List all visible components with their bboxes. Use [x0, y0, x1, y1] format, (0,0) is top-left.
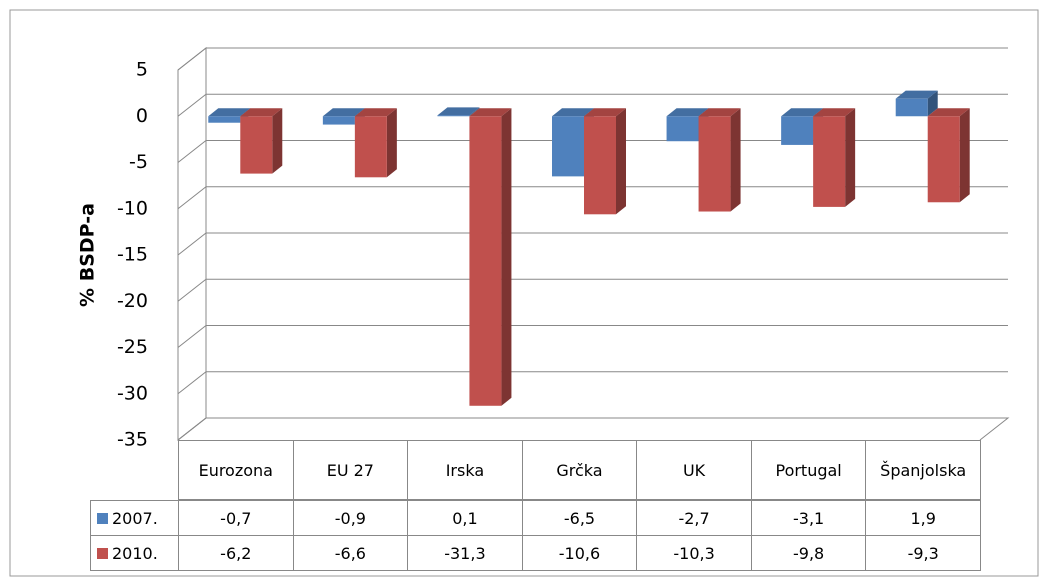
floor — [177, 417, 1010, 441]
y-axis-label: % BSDP-a — [77, 203, 99, 307]
bar-side — [469, 107, 480, 117]
y-tick-label: -10 — [117, 197, 148, 219]
bar-side — [272, 108, 283, 174]
bar — [322, 116, 355, 125]
bar-top — [927, 108, 970, 117]
bar — [208, 116, 241, 123]
bar-side — [959, 108, 970, 203]
grid-line — [177, 325, 1008, 348]
grid-line — [177, 278, 1008, 302]
y-tick-label: 5 — [136, 59, 148, 81]
bar-top — [354, 108, 397, 117]
y-tick-label: -15 — [117, 244, 148, 266]
grid-line — [177, 371, 1008, 395]
table-value: -9,8 — [750, 535, 867, 571]
grid-line — [177, 417, 1008, 441]
category-label: Portugal — [750, 440, 867, 500]
bar-side — [730, 108, 741, 212]
bar — [552, 116, 584, 177]
table-value: -10,6 — [521, 535, 638, 571]
grid-line — [177, 93, 1008, 117]
bar-side — [616, 108, 626, 215]
category-label: EU 27 — [292, 440, 409, 500]
bar-top — [666, 108, 709, 117]
bar — [895, 98, 928, 117]
table-value: -0,7 — [178, 500, 294, 536]
bar — [813, 116, 846, 207]
bar — [698, 116, 731, 212]
bar-side — [927, 90, 938, 117]
bar-top — [240, 108, 283, 117]
bar-side — [386, 108, 397, 178]
legend-swatch — [97, 512, 108, 524]
legend-entry: 2007. — [90, 500, 179, 536]
bar — [927, 116, 960, 203]
y-tick-label: 0 — [136, 105, 148, 127]
bar-top — [698, 108, 741, 117]
y-tick-label: -30 — [117, 382, 148, 404]
y-tick-label: -25 — [117, 336, 148, 358]
category-label: Eurozona — [178, 440, 294, 500]
bar — [666, 116, 699, 142]
y-tick-label: -20 — [117, 290, 148, 312]
bar — [584, 116, 616, 215]
bar-top — [208, 108, 251, 117]
legend-label: 2010. — [112, 543, 158, 563]
bar — [437, 115, 470, 117]
grid-line — [177, 186, 1008, 210]
table-value: -31,3 — [407, 535, 523, 571]
bar — [469, 116, 502, 406]
bar-top — [469, 108, 512, 117]
bar-top — [584, 108, 626, 117]
bar — [354, 116, 387, 178]
chart-border — [9, 9, 1039, 577]
table-value: -0,9 — [292, 500, 409, 536]
table-value: -3,1 — [750, 500, 867, 536]
bar-side — [845, 108, 856, 207]
category-label: Grčka — [521, 440, 638, 500]
table-value: -9,3 — [865, 535, 981, 571]
category-label: UK — [636, 440, 752, 500]
grid-line — [177, 47, 1008, 71]
table-value: -2,7 — [636, 500, 752, 536]
bar — [240, 116, 273, 174]
bar-top — [322, 108, 365, 117]
bar — [781, 116, 814, 145]
y-tick-label: -35 — [117, 429, 148, 451]
table-value: -10,3 — [636, 535, 752, 571]
grid-line — [177, 140, 1008, 163]
y-tick-label: -5 — [129, 151, 148, 173]
bar-top — [781, 108, 824, 117]
bar-top — [437, 107, 480, 116]
table-value: 1,9 — [865, 500, 981, 536]
table-value: -6,5 — [521, 500, 638, 536]
legend-swatch — [97, 547, 108, 559]
legend-entry: 2010. — [90, 535, 179, 571]
table-value: -6,2 — [178, 535, 294, 571]
bar-top — [813, 108, 856, 117]
category-label: Španjolska — [865, 440, 981, 500]
grid-line — [177, 232, 1008, 256]
table-value: 0,1 — [407, 500, 523, 536]
bar-top — [552, 108, 594, 117]
bar-top — [895, 90, 938, 99]
legend-label: 2007. — [112, 508, 158, 528]
table-value: -6,6 — [292, 535, 409, 571]
bar-side — [501, 108, 512, 406]
category-label: Irska — [407, 440, 523, 500]
